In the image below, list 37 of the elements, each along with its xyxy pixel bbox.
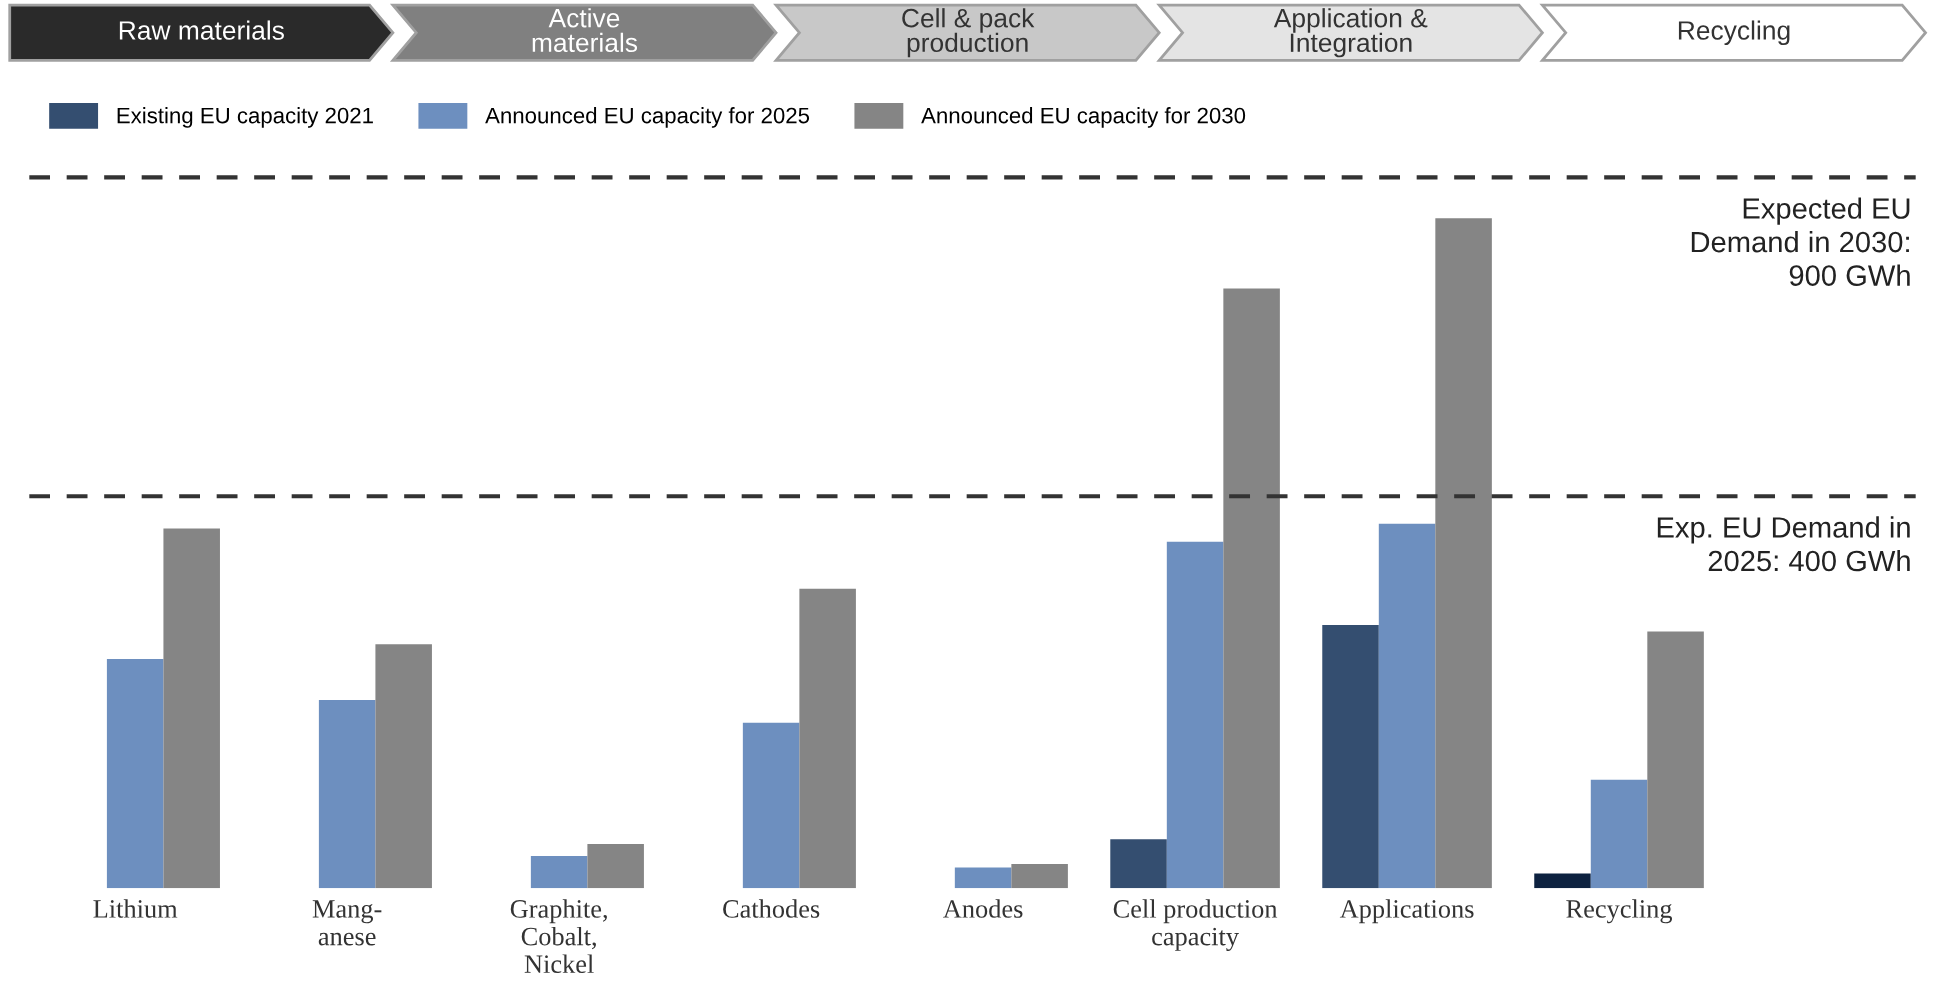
bar bbox=[1435, 218, 1492, 889]
x-tick-label: Recycling bbox=[1566, 899, 1673, 924]
bar bbox=[954, 867, 1012, 889]
text: Application & Integration bbox=[1273, 8, 1428, 58]
bar bbox=[1166, 541, 1224, 889]
bar bbox=[799, 588, 856, 889]
bar bbox=[1378, 523, 1436, 889]
bar bbox=[318, 699, 376, 889]
bar bbox=[530, 856, 588, 889]
text: Raw materials bbox=[119, 20, 284, 40]
bar bbox=[1011, 864, 1068, 889]
x-tick-label: Graphite, Cobalt, Nickel bbox=[510, 899, 607, 974]
x-tick-label: Mang- anese bbox=[312, 900, 382, 946]
legend-label: Existing EU capacity 2021 bbox=[117, 107, 373, 128]
bar bbox=[1590, 779, 1648, 889]
text: Recycling bbox=[1678, 20, 1790, 46]
bar bbox=[163, 528, 220, 889]
x-tick-label: Anodes bbox=[943, 899, 1023, 918]
bar bbox=[1322, 624, 1379, 889]
text: Active materials bbox=[532, 8, 638, 53]
x-tick-label: Applications bbox=[1339, 899, 1474, 924]
bar bbox=[375, 644, 432, 889]
bar bbox=[587, 843, 644, 889]
bar bbox=[1110, 839, 1167, 889]
annotation: Exp. EU Demand in 2025: 400 GWh bbox=[1657, 516, 1910, 572]
legend-label: Announced EU capacity for 2030 bbox=[921, 107, 1246, 128]
x-tick-label: Cathodes bbox=[723, 899, 820, 918]
legend-label: Announced EU capacity for 2025 bbox=[485, 107, 810, 128]
bar bbox=[1534, 873, 1591, 889]
annotation: Expected EU Demand in 2030: 900 GWh bbox=[1691, 197, 1910, 286]
bar bbox=[1223, 288, 1280, 889]
text: Cell & pack production bbox=[902, 8, 1035, 58]
bar bbox=[742, 722, 800, 889]
x-tick-label: Cell production capacity bbox=[1113, 899, 1278, 951]
x-tick-label: Lithium bbox=[93, 899, 178, 918]
bar bbox=[106, 659, 164, 889]
bar bbox=[1647, 631, 1704, 889]
